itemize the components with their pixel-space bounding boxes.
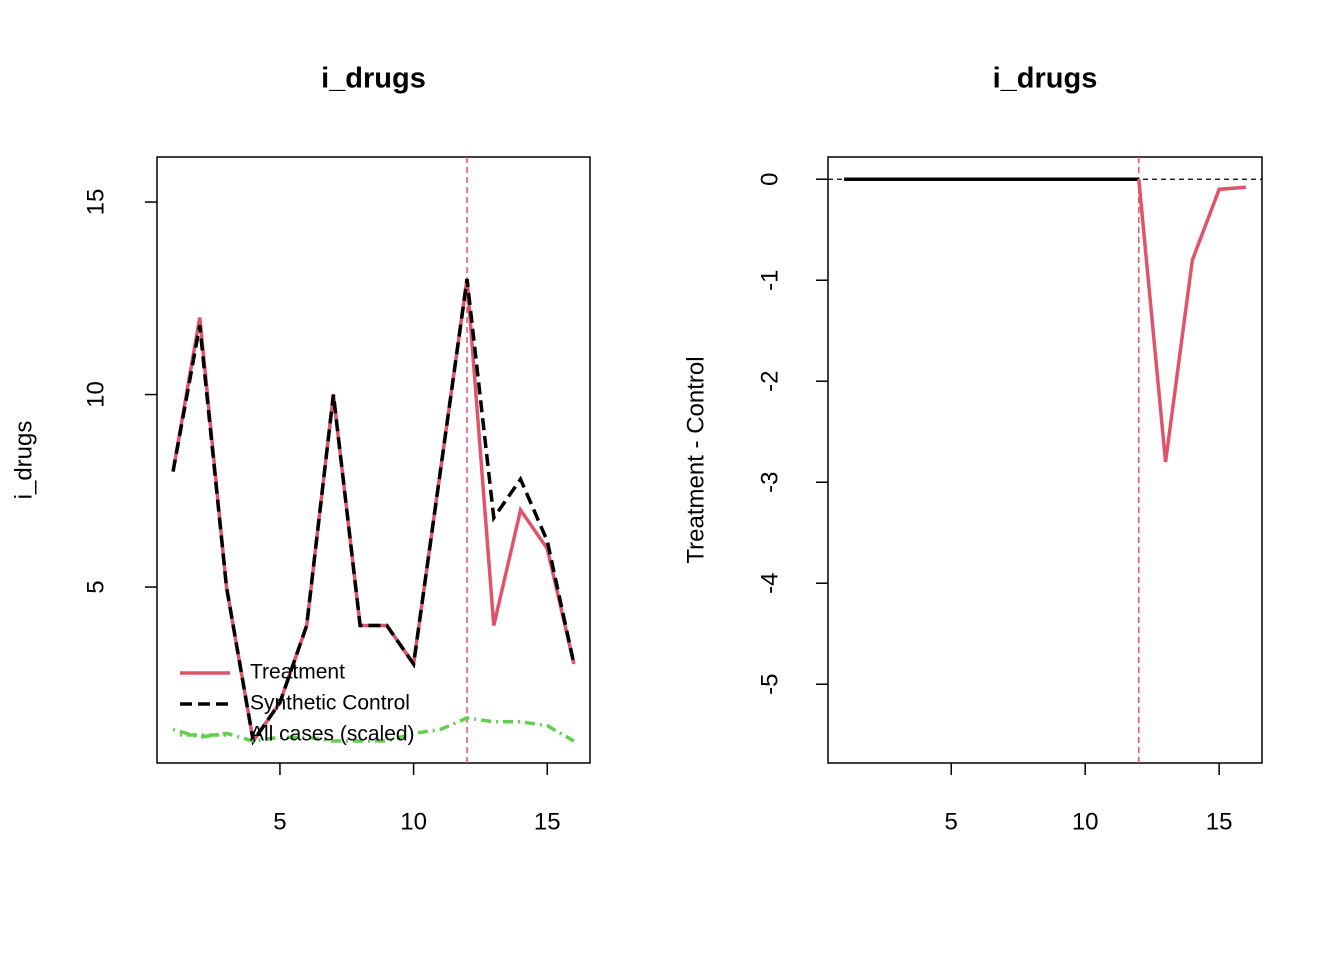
y-tick-label: 5 <box>82 580 109 593</box>
y-axis-label: Treatment - Control <box>682 356 709 563</box>
x-tick-label: 10 <box>1072 808 1099 835</box>
plot-frame <box>156 156 591 764</box>
legend-label: Synthetic Control <box>250 692 410 715</box>
y-tick-label: -4 <box>756 573 783 594</box>
chart-title: i_drugs <box>993 63 1098 95</box>
y-tick-label: -5 <box>756 674 783 695</box>
series-line <box>1137 179 1247 463</box>
legend-label: Treatment <box>250 661 345 684</box>
y-tick-label: -1 <box>756 270 783 291</box>
plot-frame <box>827 156 1263 764</box>
y-tick-label: -3 <box>756 472 783 493</box>
y-axis-label: i_drugs <box>10 421 37 500</box>
x-tick-label: 5 <box>273 808 286 835</box>
series-line <box>171 278 576 746</box>
series-line <box>172 716 575 743</box>
x-tick-label: 15 <box>534 808 561 835</box>
y-tick-label: -2 <box>756 371 783 392</box>
y-tick-label: 15 <box>82 189 109 216</box>
legend-label: All cases (scaled) <box>250 723 415 746</box>
chart-title: i_drugs <box>321 63 426 95</box>
x-tick-label: 5 <box>945 808 958 835</box>
series-line <box>171 278 576 746</box>
x-tick-label: 15 <box>1206 808 1233 835</box>
y-tick-label: 0 <box>756 173 783 186</box>
x-tick-label: 10 <box>400 808 427 835</box>
y-tick-label: 10 <box>82 381 109 408</box>
